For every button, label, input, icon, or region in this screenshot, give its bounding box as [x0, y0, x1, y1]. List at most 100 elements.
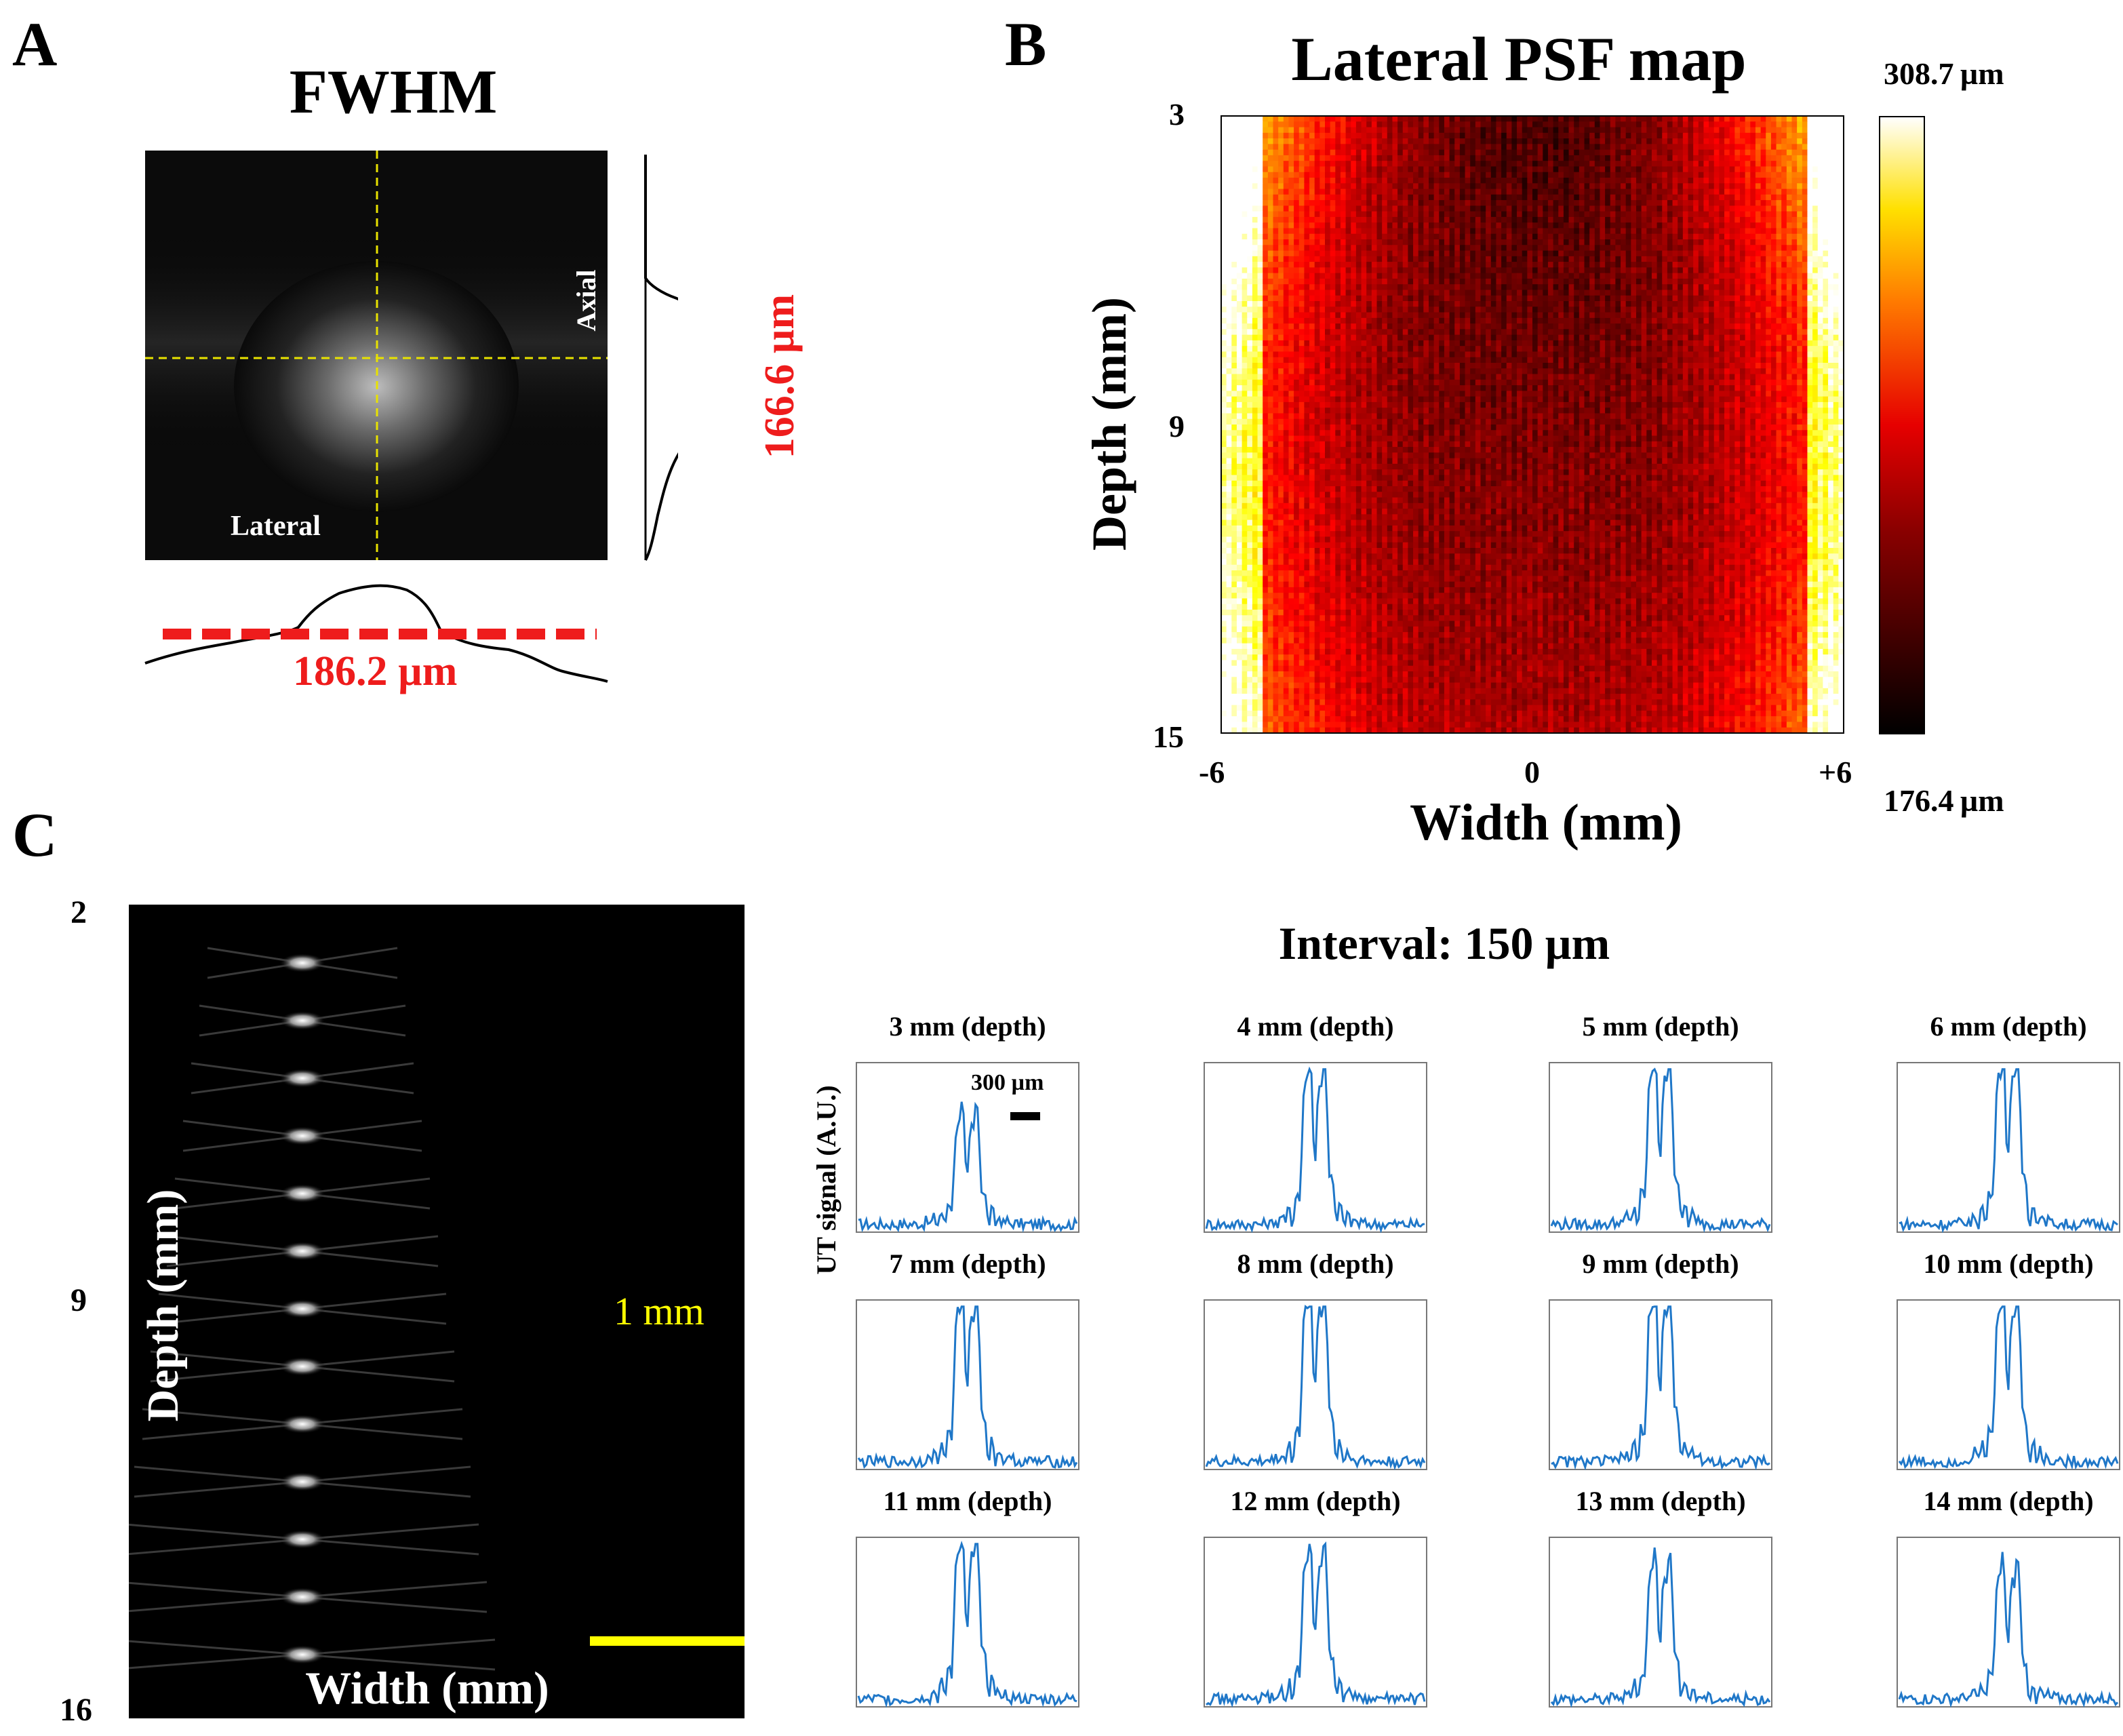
heatmap-cell [1802, 340, 1808, 347]
heatmap-cell [1314, 267, 1320, 274]
heatmap-cell [1662, 329, 1668, 336]
heatmap-cell [1263, 132, 1269, 139]
heatmap-cell [1527, 189, 1533, 195]
heatmap-cell [1257, 340, 1263, 347]
heatmap-cell [1309, 329, 1315, 336]
heatmap-cell [1444, 194, 1450, 201]
heatmap-cell [1247, 178, 1253, 184]
heatmap-cell [1817, 194, 1823, 201]
heatmap-cell [1791, 222, 1798, 229]
heatmap-cell [1263, 329, 1269, 336]
heatmap-cell [1236, 149, 1243, 156]
heatmap-cell [1475, 284, 1482, 291]
heatmap-cell [1231, 127, 1237, 134]
heatmap-cell [1366, 166, 1372, 173]
heatmap-cell [1423, 228, 1429, 235]
heatmap-cell [1709, 127, 1715, 134]
heatmap-cell [1610, 222, 1616, 229]
heatmap-cell [1579, 127, 1585, 134]
heatmap-cell [1387, 116, 1393, 122]
heatmap-cell [1496, 121, 1502, 128]
heatmap-cell [1490, 127, 1497, 134]
heatmap-cell [1828, 178, 1834, 184]
heatmap-cell [1776, 239, 1782, 245]
heatmap-cell [1273, 194, 1279, 201]
heatmap-cell [1631, 290, 1637, 296]
heatmap-cell [1304, 194, 1310, 201]
heatmap-cell [1729, 205, 1735, 212]
heatmap-cell [1641, 121, 1647, 128]
heatmap-cell [1325, 301, 1331, 307]
heatmap-cell [1506, 290, 1512, 296]
heatmap-cell [1402, 317, 1408, 324]
heatmap-cell [1797, 155, 1803, 161]
heatmap-cell [1480, 121, 1486, 128]
heatmap-cell [1382, 273, 1388, 279]
heatmap-cell [1574, 155, 1580, 161]
heatmap-cell [1755, 127, 1762, 134]
heatmap-cell [1273, 301, 1279, 307]
heatmap-cell [1636, 329, 1642, 336]
heatmap-cell [1480, 295, 1486, 302]
heatmap-cell [1392, 284, 1398, 291]
heatmap-cell [1345, 334, 1351, 341]
heatmap-cell [1770, 290, 1777, 296]
heatmap-cell [1579, 121, 1585, 128]
heatmap-cell [1610, 317, 1616, 324]
heatmap-cell [1828, 121, 1834, 128]
heatmap-cell [1278, 149, 1284, 156]
heatmap-cell [1480, 138, 1486, 144]
heatmap-cell [1402, 290, 1408, 296]
heatmap-cell [1594, 317, 1601, 324]
heatmap-cell [1226, 222, 1232, 229]
heatmap-cell [1413, 301, 1419, 307]
heatmap-cell [1444, 250, 1450, 257]
heatmap-cell [1470, 256, 1476, 262]
heatmap-cell [1646, 273, 1652, 279]
heatmap-cell [1247, 346, 1253, 353]
heatmap-cell [1267, 127, 1274, 134]
heatmap-cell [1449, 334, 1455, 341]
heatmap-cell [1335, 317, 1341, 324]
heatmap-cell [1470, 228, 1476, 235]
heatmap-cell [1579, 273, 1585, 279]
heatmap-cell [1797, 228, 1803, 235]
heatmap-cell [1574, 222, 1580, 229]
heatmap-cell [1325, 346, 1331, 353]
heatmap-cell [1621, 323, 1627, 330]
heatmap-cell [1621, 138, 1627, 144]
heatmap-cell [1465, 222, 1471, 229]
heatmap-cell [1610, 144, 1616, 151]
heatmap-cell [1314, 211, 1320, 218]
heatmap-cell [1594, 132, 1601, 139]
heatmap-cell [1760, 334, 1766, 341]
heatmap-cell [1568, 149, 1574, 156]
heatmap-cell [1340, 194, 1347, 201]
heatmap-cell [1703, 267, 1709, 274]
heatmap-cell [1543, 178, 1549, 184]
heatmap-cell [1402, 132, 1408, 139]
heatmap-cell [1298, 121, 1305, 128]
heatmap-cell [1267, 149, 1274, 156]
heatmap-cell [1267, 228, 1274, 235]
heatmap-cell [1678, 340, 1684, 347]
heatmap-cell [1351, 211, 1357, 218]
heatmap-cell [1257, 329, 1263, 336]
heatmap-cell [1631, 138, 1637, 144]
heatmap-cell [1786, 194, 1793, 201]
heatmap-cell [1361, 155, 1367, 161]
heatmap-cell [1838, 161, 1844, 167]
heatmap-cell [1537, 155, 1543, 161]
heatmap-cell [1672, 284, 1678, 291]
heatmap-cell [1605, 329, 1611, 336]
heatmap-cell [1242, 262, 1248, 268]
heatmap-cell [1678, 183, 1684, 190]
heatmap-cell [1418, 278, 1424, 285]
heatmap-cell [1496, 155, 1502, 161]
heatmap-cell [1221, 228, 1227, 235]
heatmap-cell [1355, 340, 1362, 347]
heatmap-cell [1475, 301, 1482, 307]
heatmap-cell [1812, 166, 1819, 173]
heatmap-cell [1662, 239, 1668, 245]
heatmap-cell [1709, 250, 1715, 257]
